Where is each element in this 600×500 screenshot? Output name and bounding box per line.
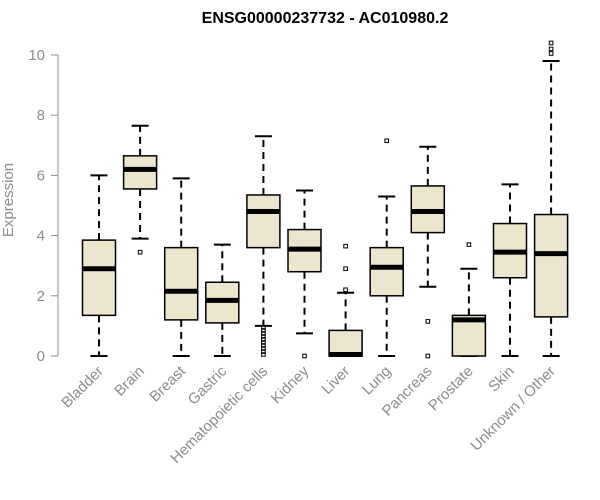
outlier-point xyxy=(384,138,389,144)
box-iqr xyxy=(369,246,404,297)
box-iqr xyxy=(246,194,281,249)
box-iqr xyxy=(122,155,158,190)
box-skin xyxy=(492,183,528,357)
y-axis: 0 2 4 6 8 10 xyxy=(28,47,59,365)
outlier-point xyxy=(261,346,266,351)
outlier-point xyxy=(425,353,431,359)
outlier-point xyxy=(425,319,431,324)
box-kidney xyxy=(287,189,322,359)
box-breast xyxy=(163,177,199,357)
x-tick-label: Brain xyxy=(111,363,148,400)
outlier-point xyxy=(548,46,554,52)
box-gastric xyxy=(205,243,240,357)
boxes-group xyxy=(81,40,569,359)
outlier-point xyxy=(261,340,266,345)
outlier-point xyxy=(548,40,554,46)
outlier-point xyxy=(261,325,266,330)
box-iqr xyxy=(81,239,117,317)
box-brain xyxy=(122,124,158,255)
y-axis-label: Expression xyxy=(0,163,17,237)
outlier-point xyxy=(261,334,266,339)
outlier-point xyxy=(343,266,348,272)
outlier-point xyxy=(548,51,554,56)
outlier-point xyxy=(261,337,266,342)
y-tick-label: 2 xyxy=(37,288,45,305)
y-tick-label: 0 xyxy=(37,348,45,365)
x-tick-label: Prostate xyxy=(425,363,477,415)
outlier-point xyxy=(261,349,266,354)
outlier-point xyxy=(343,243,348,249)
box-lung xyxy=(369,138,404,357)
box-hematopoietic-cells xyxy=(246,135,281,357)
box-iqr xyxy=(163,246,199,321)
y-tick-label: 6 xyxy=(37,167,45,184)
x-tick-label: Lung xyxy=(359,363,395,399)
x-tick-label: Bladder xyxy=(58,363,107,412)
outlier-point xyxy=(466,242,472,247)
box-iqr xyxy=(533,213,569,318)
outlier-point xyxy=(261,352,266,357)
chart-title: ENSG00000237732 - AC010980.2 xyxy=(202,10,449,27)
outlier-point xyxy=(261,331,266,336)
outlier-point xyxy=(261,343,266,348)
outlier-point xyxy=(343,287,348,293)
outlier-point xyxy=(302,353,307,359)
y-tick-label: 10 xyxy=(28,47,45,64)
y-tick-label: 4 xyxy=(37,228,45,245)
x-tick-label: Liver xyxy=(318,363,353,398)
box-bladder xyxy=(81,174,117,357)
box-liver xyxy=(328,243,363,357)
box-unknown-other xyxy=(533,40,569,357)
y-tick-label: 8 xyxy=(37,107,45,124)
x-tick-label: Skin xyxy=(485,363,518,396)
x-tick-label: Kidney xyxy=(268,362,313,407)
x-tick-label: Breast xyxy=(146,362,189,405)
box-prostate xyxy=(451,242,487,357)
outlier-point xyxy=(137,249,143,255)
box-pancreas xyxy=(410,145,446,359)
outlier-point xyxy=(261,328,266,333)
box-iqr xyxy=(328,329,363,357)
